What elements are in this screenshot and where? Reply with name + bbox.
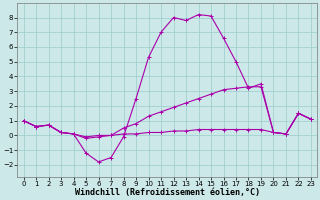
X-axis label: Windchill (Refroidissement éolien,°C): Windchill (Refroidissement éolien,°C) (75, 188, 260, 197)
